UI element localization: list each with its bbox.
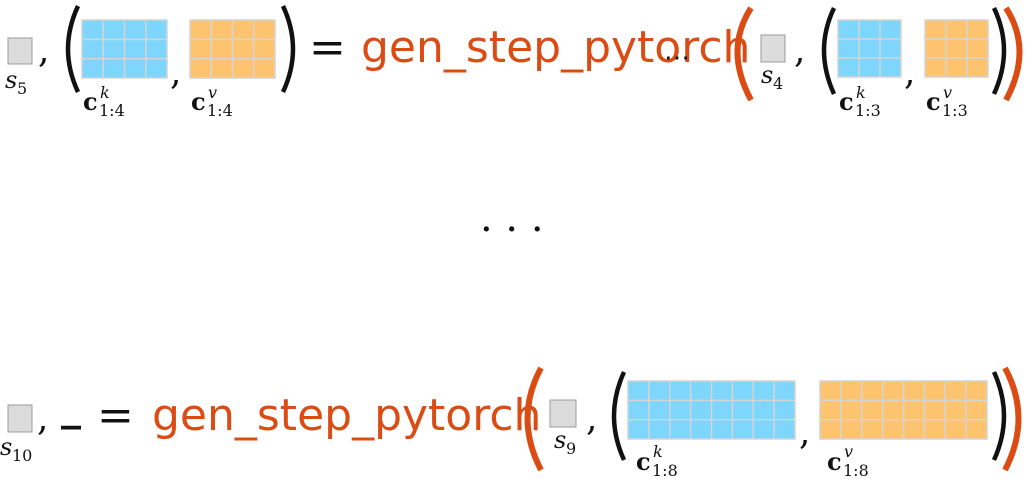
value-label-c: c: [926, 87, 941, 116]
state-label-s9: s: [554, 426, 566, 454]
state-square-s10: [7, 404, 33, 433]
value-cache-grid-1-4: [189, 19, 276, 79]
placeholder-underscore: _: [61, 383, 81, 430]
value-cache-grid-1-3: [924, 19, 989, 78]
state-subscript-s10: 10: [12, 446, 32, 465]
state-subscript-s4: 4: [773, 74, 783, 93]
state-label-s10: s: [0, 433, 12, 461]
key-label-sup: k: [856, 83, 866, 102]
row-1: s 5 , c k 1:4 , c v 1:4 = gen_step_pytor…: [5, 5, 1023, 120]
call-paren-open: [524, 366, 544, 472]
cache-grid-background: [837, 19, 902, 78]
value-label-c: c: [827, 447, 842, 476]
paren-open: [65, 5, 81, 93]
function-name: gen_step_pytorch: [361, 22, 750, 73]
key-cache-grid-1-3: [837, 19, 902, 78]
paren-open: [611, 371, 627, 461]
row-2: s 10 , _ = gen_step_pytorch s 9 , c k 1:…: [0, 366, 1022, 479]
value-cache-grid-1-8: [819, 380, 988, 440]
middle-dots: ⋯: [664, 43, 690, 73]
call-paren-close: [1003, 6, 1023, 102]
state-label-s5: s: [5, 66, 17, 94]
key-label-c: c: [839, 87, 854, 116]
state-subscript-s9: 9: [566, 439, 576, 458]
key-cache-grid-1-4: [81, 19, 168, 79]
key-label-sup: k: [653, 442, 663, 461]
comma: ,: [38, 30, 49, 71]
state-square-s5: [7, 37, 33, 65]
equals-sign: =: [97, 390, 134, 441]
state-square-s9: [549, 399, 577, 428]
comma: ,: [794, 30, 805, 71]
state-subscript-s5: 5: [17, 79, 27, 98]
comma: ,: [799, 412, 810, 453]
value-label-sup: v: [208, 83, 217, 102]
key-cache-grid-1-8: [627, 380, 796, 440]
function-name: gen_step_pytorch: [152, 390, 541, 441]
state-label-s4: s: [761, 61, 773, 89]
paren-close: [280, 5, 296, 93]
key-label-sub: 1:8: [652, 461, 678, 479]
paren-close: [991, 371, 1007, 461]
value-label-sub: 1:3: [942, 101, 968, 120]
value-label-sub: 1:4: [207, 101, 233, 120]
key-label-c: c: [83, 87, 98, 116]
value-label-c: c: [191, 87, 206, 116]
call-paren-close: [1002, 366, 1022, 472]
key-label-sup: k: [100, 83, 110, 102]
key-label-c: c: [636, 447, 651, 476]
cache-grid-background: [924, 19, 989, 78]
vertical-ellipsis-dots: · · ·: [480, 207, 544, 253]
comma: ,: [37, 398, 48, 439]
paren-open: [821, 7, 837, 95]
comma: ,: [904, 52, 915, 93]
paren-close: [991, 7, 1007, 95]
equals-sign: =: [309, 22, 346, 73]
call-paren-open: [734, 6, 754, 102]
value-label-sup: v: [943, 83, 952, 102]
key-label-sub: 1:3: [855, 101, 881, 120]
state-square-s4: [760, 34, 786, 63]
value-label-sup: v: [844, 442, 853, 461]
value-label-sub: 1:8: [843, 461, 869, 479]
comma: ,: [170, 52, 181, 93]
key-label-sub: 1:4: [99, 101, 125, 120]
comma: ,: [586, 398, 597, 439]
